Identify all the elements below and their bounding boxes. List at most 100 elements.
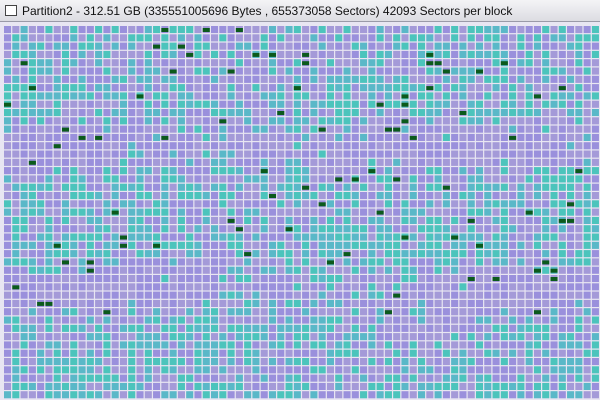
block xyxy=(103,324,111,332)
block xyxy=(517,225,525,233)
block xyxy=(310,258,318,266)
block xyxy=(277,133,285,141)
block xyxy=(459,50,467,58)
block xyxy=(475,59,484,67)
block xyxy=(86,42,94,50)
block xyxy=(235,250,243,258)
block xyxy=(70,216,78,224)
block xyxy=(119,183,127,191)
block xyxy=(144,59,152,67)
block xyxy=(351,84,359,92)
block xyxy=(442,283,450,291)
block xyxy=(277,167,285,175)
block xyxy=(351,382,359,390)
block xyxy=(434,283,442,291)
block xyxy=(37,283,45,291)
block xyxy=(260,382,268,390)
block xyxy=(401,316,409,324)
block xyxy=(302,208,310,216)
block xyxy=(467,208,475,216)
block xyxy=(144,266,152,274)
block xyxy=(153,183,161,191)
block xyxy=(78,316,86,324)
block xyxy=(475,109,484,117)
used-block xyxy=(384,127,392,132)
block xyxy=(235,283,243,291)
block xyxy=(177,349,185,357)
block xyxy=(111,26,119,34)
block xyxy=(78,175,86,183)
block xyxy=(161,358,169,366)
used-block xyxy=(451,235,459,240)
block xyxy=(467,150,475,158)
block xyxy=(475,192,484,200)
block xyxy=(384,358,392,366)
block xyxy=(277,275,285,283)
block xyxy=(86,250,94,258)
block xyxy=(119,150,127,158)
block xyxy=(475,349,484,357)
block xyxy=(4,333,12,341)
block xyxy=(533,358,541,366)
block xyxy=(45,192,53,200)
block xyxy=(500,200,508,208)
block xyxy=(53,391,61,399)
block xyxy=(103,67,111,75)
block xyxy=(525,175,533,183)
block xyxy=(119,391,127,399)
block xyxy=(451,142,459,150)
block xyxy=(368,142,376,150)
block xyxy=(111,175,119,183)
block xyxy=(426,158,434,166)
block xyxy=(136,192,144,200)
block xyxy=(119,158,127,166)
block xyxy=(426,34,434,42)
block xyxy=(37,391,45,399)
block xyxy=(467,283,475,291)
block xyxy=(533,258,541,266)
block xyxy=(393,374,401,382)
block xyxy=(326,167,334,175)
block xyxy=(128,358,136,366)
block xyxy=(161,208,169,216)
block xyxy=(103,358,111,366)
block xyxy=(45,150,53,158)
block xyxy=(467,266,475,274)
block xyxy=(20,84,28,92)
block xyxy=(451,308,459,316)
block xyxy=(542,349,550,357)
block xyxy=(186,291,194,299)
block xyxy=(558,382,566,390)
block xyxy=(509,142,517,150)
block xyxy=(119,316,127,324)
block xyxy=(567,67,575,75)
block xyxy=(61,75,70,83)
block xyxy=(575,391,583,399)
block xyxy=(285,308,293,316)
block xyxy=(351,200,359,208)
block xyxy=(583,225,591,233)
block xyxy=(442,100,450,108)
block xyxy=(401,374,409,382)
block xyxy=(53,109,61,117)
block xyxy=(434,175,442,183)
block xyxy=(418,125,426,133)
block xyxy=(128,316,136,324)
block xyxy=(409,150,417,158)
block xyxy=(153,233,161,241)
block xyxy=(434,308,442,316)
block xyxy=(103,192,111,200)
block xyxy=(194,84,202,92)
block xyxy=(186,333,194,341)
block xyxy=(434,358,442,366)
block xyxy=(509,241,517,249)
block xyxy=(37,167,45,175)
block xyxy=(78,275,86,283)
block xyxy=(492,216,500,224)
block xyxy=(202,175,210,183)
block xyxy=(277,150,285,158)
block xyxy=(28,92,36,100)
block xyxy=(252,167,260,175)
block xyxy=(318,208,326,216)
block xyxy=(169,92,177,100)
